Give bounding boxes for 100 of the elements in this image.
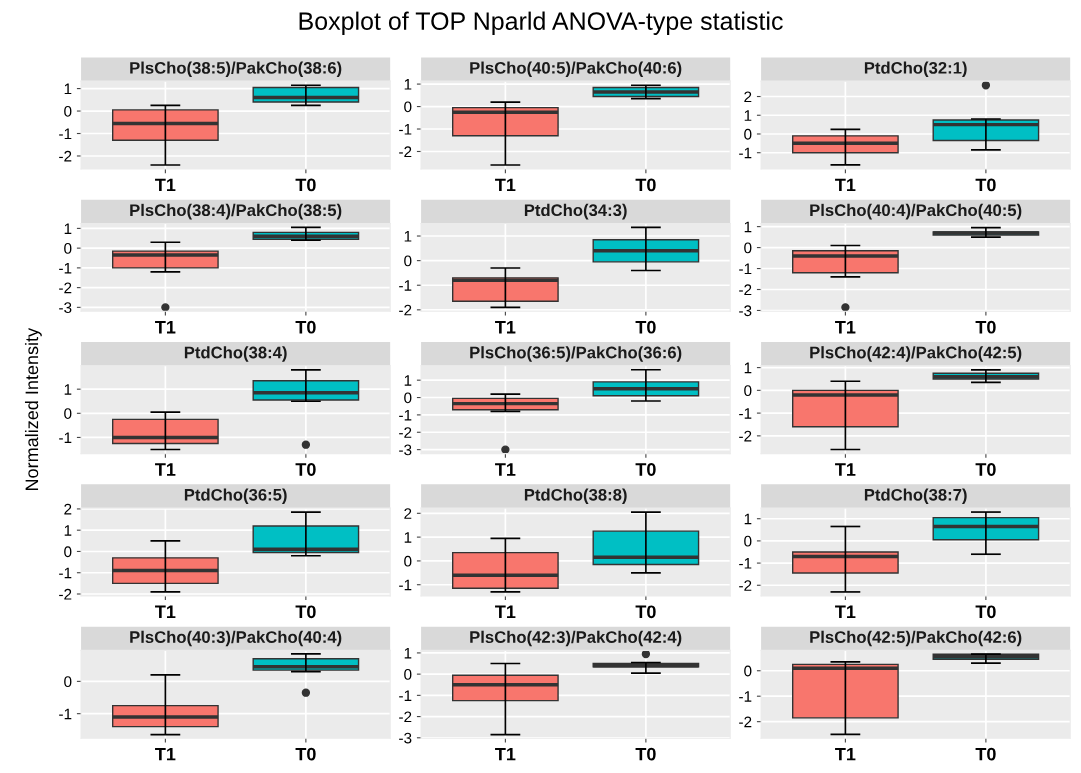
y-tick-label: 1 [744,110,752,121]
x-tick-label: T0 [635,320,656,334]
y-tick-label: 1 [404,375,412,386]
y-tick-label: -1 [739,263,752,275]
x-tick-label: T0 [975,320,996,334]
y-tick-label: 1 [404,79,412,90]
y-tick-label: -1 [59,432,72,443]
y-tick-label: 0 [744,535,752,547]
x-tick-label: T1 [155,463,176,476]
y-tick-label: 0 [64,676,72,688]
y-tick-label: -1 [399,124,412,135]
x-tick-label: T1 [495,321,516,334]
x-tick-label: T0 [975,605,996,619]
chart-title: PlsCho(40:5)/PakCho(40:6) [470,61,682,78]
x-tick-label: T0 [635,605,656,619]
y-tick-label: -1 [739,408,752,419]
chart-title: PtdCho(36:5) [184,488,287,504]
y-tick-label: 1 [64,384,72,395]
y-tick-label: 0 [744,385,752,397]
y-tick-label: -1 [59,128,72,140]
y-tick-label: -1 [399,280,412,291]
chart-title: PlsCho(38:5)/PakCho(38:6) [130,61,342,78]
y-tick-label: -1 [59,567,72,579]
y-tick-label: 1 [744,513,752,525]
y-tick-label: -1 [739,558,752,569]
x-tick-label: T1 [495,178,516,192]
y-tick-label: -2 [59,150,72,162]
y-tick-label: 0 [404,392,412,404]
y-tick-label: -3 [59,302,72,314]
y-tick-label: 0 [744,665,752,677]
y-tick-label: -2 [739,430,752,442]
chart-title: PlsCho(42:3)/PakCho(42:4) [470,630,682,647]
x-tick-label: T0 [975,178,996,192]
y-tick-label: -1 [399,690,412,701]
y-tick-label: -3 [399,732,412,744]
y-tick-label: 1 [404,231,412,242]
chart-title: PlsCho(40:3)/PakCho(40:4) [130,630,342,647]
chart-title: PtdCho(32:1) [864,61,967,78]
y-tick-label: -2 [399,427,412,438]
y-tick-label: -2 [739,580,752,591]
x-tick-label: T1 [835,747,856,761]
x-tick-label: T0 [295,747,316,761]
y-tick-label: 0 [404,669,412,680]
x-tick-label: T0 [975,747,996,761]
y-tick-label: -2 [399,304,412,316]
y-tick-label: -2 [739,716,752,728]
x-tick-label: T0 [295,463,316,476]
y-tick-label: 0 [744,242,752,254]
chart-title: PtdCho(38:8) [524,488,627,504]
x-tick-label: T1 [835,463,856,476]
y-tick-label: -1 [739,147,752,159]
chart-title: PtdCho(38:7) [864,488,967,504]
y-tick-label: 0 [64,408,72,419]
x-tick-label: T1 [155,747,176,761]
x-tick-label: T1 [835,178,856,192]
y-tick-label: -3 [399,444,412,456]
x-tick-label: T1 [835,321,856,334]
x-tick-label: T1 [495,463,516,476]
y-tick-label: 0 [64,546,72,558]
chart-title: PtdCho(34:3) [524,203,627,220]
y-tick-label: 0 [744,128,752,140]
y-tick-label: 2 [404,508,412,519]
chart-title: PlsCho(42:5)/PakCho(42:6) [810,630,1022,647]
chart-title: PlsCho(42:4)/PakCho(42:5) [810,346,1022,362]
y-tick-label: -1 [59,262,72,274]
y-axis-title: Normalized Intensity [24,327,42,490]
y-tick-label: 0 [64,105,72,117]
chart-title: PtdCho(38:4) [184,346,287,362]
y-tick-label: 1 [64,525,72,536]
text: Boxplot of TOP Nparld ANOVA-type statistic [299,11,783,35]
y-tick-label: -2 [399,146,412,158]
x-tick-label: T1 [155,605,176,619]
y-tick-label: -2 [59,282,72,294]
x-tick-label: T0 [295,320,316,334]
y-tick-label: 0 [64,243,72,254]
x-tick-label: T0 [975,463,996,476]
y-tick-label: -3 [739,305,752,317]
y-tick-label: -1 [739,691,752,702]
x-tick-label: T0 [295,605,316,619]
chart-title: PlsCho(40:4)/PakCho(40:5) [810,203,1022,220]
y-tick-label: 1 [744,221,752,233]
x-tick-label: T1 [495,747,516,761]
y-tick-label: -1 [399,579,412,591]
y-tick-label: 1 [404,532,412,543]
x-tick-label: T1 [835,605,856,619]
y-tick-label: 1 [64,223,72,234]
x-tick-label: T1 [155,321,176,334]
x-tick-label: T0 [295,178,316,192]
x-tick-label: T1 [155,178,176,192]
x-tick-label: T0 [635,747,656,761]
chart-title: PlsCho(38:4)/PakCho(38:5) [130,203,342,220]
x-tick-label: T1 [495,605,516,619]
x-tick-label: T0 [635,463,656,476]
chart-title: PlsCho(36:5)/PakCho(36:6) [470,346,682,362]
y-tick-label: -2 [739,284,752,296]
y-tick-label: 2 [744,91,752,103]
y-tick-label: 0 [404,101,412,113]
y-tick-label: -1 [59,708,72,720]
y-tick-label: -2 [399,711,412,723]
y-tick-label: 0 [404,555,412,567]
